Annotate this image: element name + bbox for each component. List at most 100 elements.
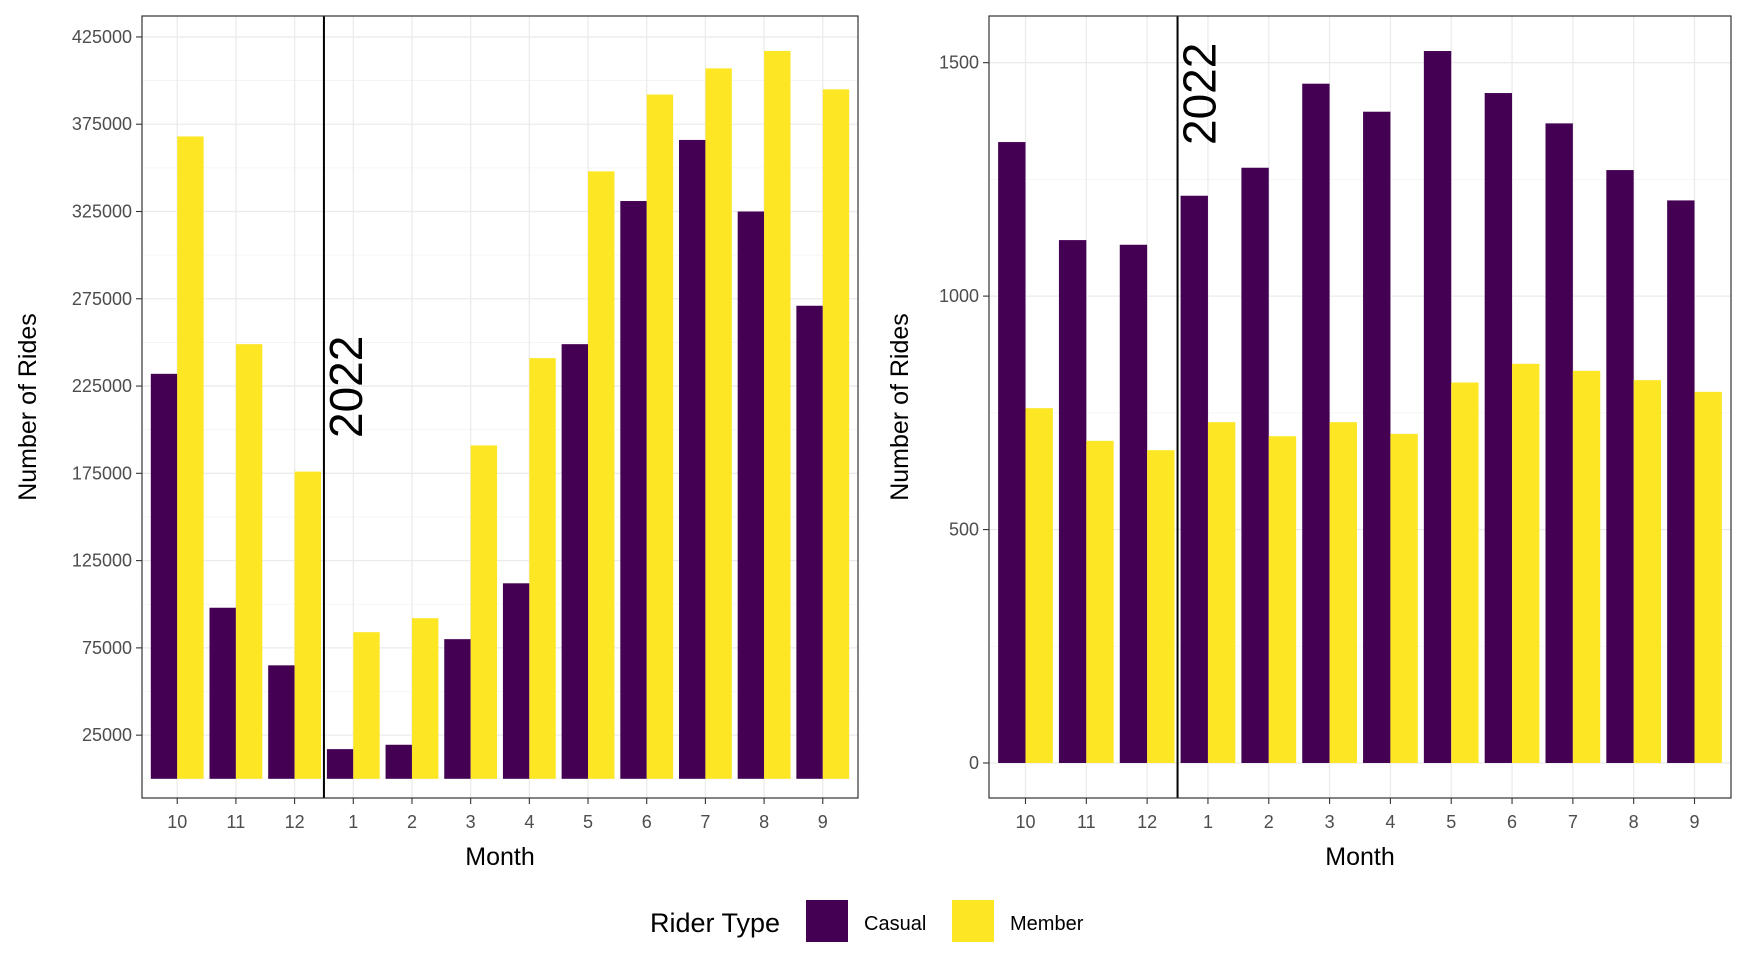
right-x-tick-label: 5 (1446, 812, 1456, 832)
left-bar-casual-1 (326, 749, 354, 779)
right-bar-member-3 (1329, 422, 1357, 763)
left-bar-member-10 (177, 136, 204, 779)
right-bar-casual-4 (1363, 111, 1391, 763)
left-bar-member-5 (588, 171, 615, 779)
left-x-tick-label: 8 (759, 812, 769, 832)
right-y-tick-label: 1000 (939, 286, 979, 306)
left-panel-border (141, 15, 859, 799)
right-bar-member-4 (1390, 433, 1418, 763)
right-bar-member-12 (1147, 450, 1175, 763)
right-bar-casual-3 (1302, 83, 1330, 763)
right-bar-casual-9 (1667, 200, 1695, 763)
right-y-tick-label: 0 (969, 753, 979, 773)
right-bar-member-6 (1512, 363, 1540, 763)
left-bar-casual-3 (444, 639, 471, 779)
right-bar-member-7 (1572, 370, 1601, 763)
right-bar-casual-7 (1545, 123, 1573, 763)
left-year-annotation: 2022 (320, 336, 372, 438)
left-bar-member-12 (294, 471, 321, 779)
left-y-tick-label: 325000 (72, 202, 132, 222)
left-bar-casual-4 (502, 583, 530, 779)
left-bar-member-7 (705, 68, 732, 779)
left-x-axis-title: Month (465, 843, 534, 871)
right-bar-casual-10 (998, 142, 1026, 763)
left-x-tick-label: 10 (167, 812, 187, 832)
right-bar-member-10 (1025, 408, 1053, 763)
right-x-tick-label: 10 (1015, 812, 1035, 832)
right-x-tick-label: 1 (1203, 812, 1213, 832)
left-x-tick-label: 11 (227, 812, 246, 832)
left-bar-member-1 (353, 632, 380, 779)
right-bar-member-8 (1633, 380, 1662, 763)
left-x-tick-label: 7 (700, 812, 710, 832)
right-x-axis-title: Month (1325, 843, 1394, 871)
right-x-tick-label: 12 (1137, 812, 1157, 832)
legend-title: Rider Type (650, 908, 780, 938)
left-bar-casual-5 (561, 344, 589, 779)
right-bar-casual-12 (1119, 244, 1148, 763)
left-y-axis-title: Number of Rides (14, 313, 42, 501)
left-y-tick-label: 25000 (82, 725, 132, 745)
left-bar-casual-11 (209, 607, 236, 779)
right-bar-casual-8 (1606, 170, 1634, 763)
left-y-tick-label: 175000 (72, 463, 132, 483)
left-bar-member-4 (529, 358, 556, 779)
right-y-tick-label: 1500 (939, 53, 979, 73)
left-bar-member-8 (764, 50, 791, 779)
left-x-tick-label: 2 (407, 812, 417, 832)
left-y-tick-label: 225000 (72, 376, 132, 396)
right-bar-member-1 (1207, 422, 1236, 763)
legend-label-casual: Casual (864, 913, 926, 935)
right-year-annotation: 2022 (1174, 43, 1226, 145)
right-bar-member-9 (1694, 391, 1722, 763)
left-y-tick-label: 425000 (72, 27, 132, 47)
right-bar-member-11 (1086, 440, 1114, 763)
left-bar-casual-6 (620, 201, 647, 779)
legend: Rider Type Casual Member (650, 900, 1084, 942)
left-bar-casual-8 (737, 211, 765, 779)
left-bar-casual-10 (150, 373, 178, 779)
left-bar-member-9 (822, 89, 850, 779)
right-panel-border (988, 15, 1732, 799)
left-bar-casual-9 (796, 305, 823, 779)
right-bar-casual-11 (1058, 240, 1087, 763)
left-x-tick-label: 1 (348, 812, 358, 832)
left-bar-casual-2 (385, 744, 412, 779)
right-x-tick-label: 11 (1077, 812, 1096, 832)
legend-key-casual (806, 900, 848, 942)
right-bar-member-5 (1451, 382, 1479, 763)
legend-key-member (952, 900, 994, 942)
right-bar-casual-6 (1484, 93, 1513, 763)
left-y-tick-label: 125000 (72, 551, 132, 571)
left-x-tick-label: 3 (466, 812, 476, 832)
right-y-axis-title: Number of Rides (886, 313, 914, 501)
right-x-tick-label: 6 (1507, 812, 1517, 832)
left-x-tick-label: 4 (524, 812, 534, 832)
right-x-tick-label: 9 (1690, 812, 1700, 832)
right-x-tick-label: 2 (1264, 812, 1274, 832)
legend-label-member: Member (1010, 913, 1084, 935)
right-x-tick-label: 7 (1568, 812, 1578, 832)
left-y-tick-label: 275000 (72, 289, 132, 309)
right-x-tick-label: 3 (1325, 812, 1335, 832)
left-y-tick-label: 375000 (72, 114, 132, 134)
right-bar-casual-5 (1423, 51, 1452, 763)
left-x-tick-label: 5 (583, 812, 593, 832)
right-bar-casual-2 (1241, 167, 1269, 763)
left-bar-member-6 (646, 94, 674, 779)
left-bar-member-11 (235, 344, 263, 779)
left-x-tick-label: 9 (818, 812, 828, 832)
right-bar-member-2 (1268, 436, 1297, 763)
left-bar-member-2 (411, 618, 439, 779)
left-chart-panel: 25000 75000 125000 175000 225000 275000 325000… (14, 15, 859, 871)
left-x-tick-label: 6 (642, 812, 652, 832)
right-y-tick-label: 500 (949, 520, 979, 540)
right-x-tick-label: 4 (1385, 812, 1395, 832)
left-bar-casual-7 (679, 139, 706, 779)
right-bar-casual-1 (1180, 195, 1208, 763)
left-bar-member-3 (470, 445, 498, 779)
right-x-tick-label: 8 (1629, 812, 1639, 832)
left-x-tick-label: 12 (285, 812, 305, 832)
